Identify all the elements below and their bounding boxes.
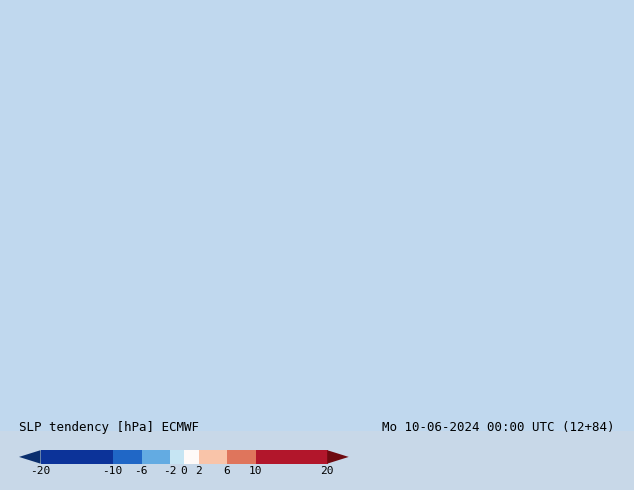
Polygon shape xyxy=(327,450,349,464)
Text: 2: 2 xyxy=(195,466,202,476)
Text: -10: -10 xyxy=(102,466,122,476)
Polygon shape xyxy=(19,450,41,464)
Text: 20: 20 xyxy=(320,466,334,476)
Text: 6: 6 xyxy=(224,466,230,476)
Text: SLP tendency [hPa] ECMWF: SLP tendency [hPa] ECMWF xyxy=(19,420,199,434)
Text: 0: 0 xyxy=(181,466,187,476)
Text: -6: -6 xyxy=(134,466,148,476)
Text: -2: -2 xyxy=(163,466,176,476)
Text: 10: 10 xyxy=(249,466,262,476)
Text: Mo 10-06-2024 00:00 UTC (12+84): Mo 10-06-2024 00:00 UTC (12+84) xyxy=(382,420,615,434)
Text: -20: -20 xyxy=(30,466,51,476)
